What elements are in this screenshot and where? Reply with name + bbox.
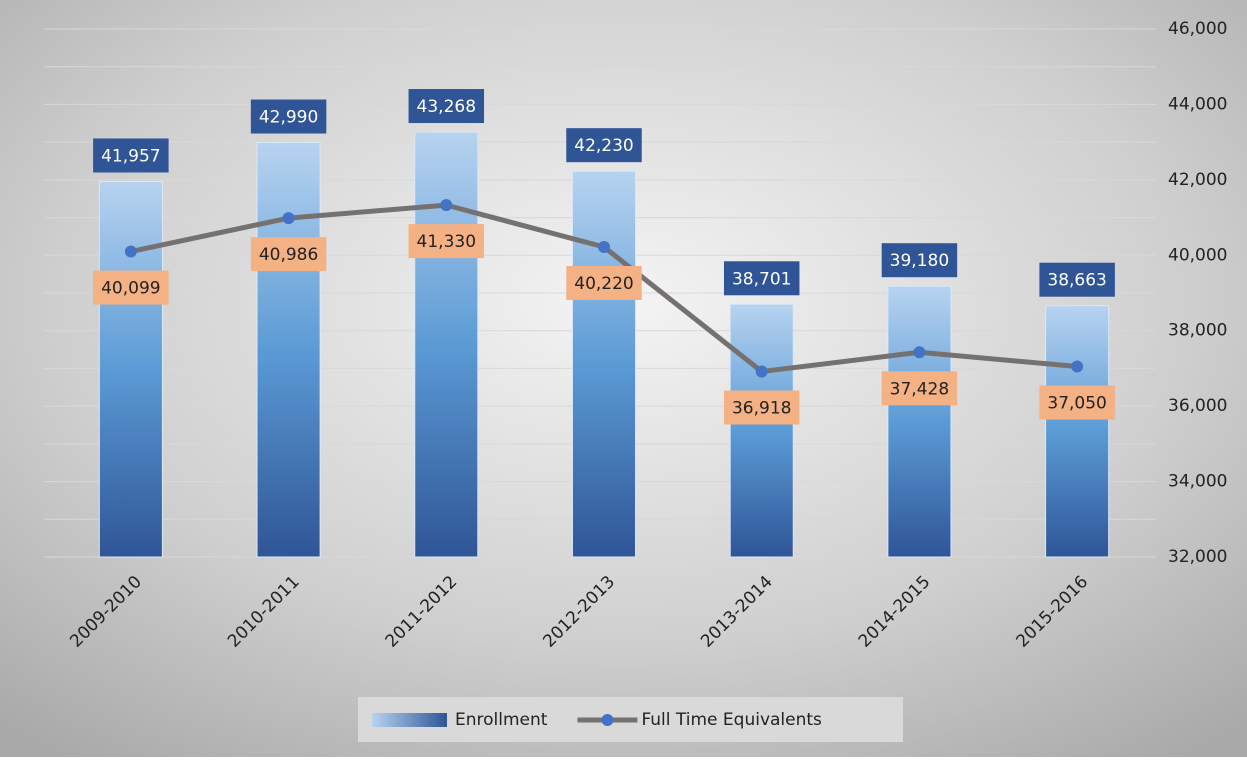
line-label-box <box>93 270 169 305</box>
legend: Enrollment Full Time Equivalents <box>358 697 903 742</box>
line-label-box <box>250 237 327 272</box>
line-label: 40,220 <box>566 265 642 300</box>
bar-label-text: 38,701 <box>732 269 791 289</box>
bar-label: 41,957 <box>93 138 169 173</box>
bar <box>414 131 479 558</box>
bar-label-box <box>93 138 169 173</box>
line-label: 36,918 <box>723 390 800 425</box>
bar-label-box <box>723 261 800 296</box>
marker <box>1071 360 1084 373</box>
y-tick-label: 46,000 <box>1168 19 1227 39</box>
line-label: 40,986 <box>250 237 327 272</box>
line-label-text: 37,050 <box>1047 394 1106 414</box>
y-tick-label: 38,000 <box>1168 321 1227 341</box>
line-label-text: 41,330 <box>417 232 476 252</box>
bar-label-text: 39,180 <box>890 251 949 271</box>
bar-label-box <box>250 99 327 134</box>
line-label-box <box>881 371 958 406</box>
bar <box>729 303 794 558</box>
marker <box>440 199 453 212</box>
line-label-text: 36,918 <box>732 399 791 419</box>
marker <box>913 346 926 359</box>
bar-label: 39,180 <box>881 243 958 278</box>
marker <box>755 365 768 378</box>
bar-label-text: 43,268 <box>417 97 476 117</box>
line-label: 37,428 <box>881 371 958 406</box>
bar-label: 42,230 <box>566 128 642 163</box>
y-tick-label: 40,000 <box>1168 245 1227 265</box>
y-tick-label: 42,000 <box>1168 170 1227 190</box>
bar-label: 42,990 <box>250 99 327 134</box>
marker <box>598 240 610 253</box>
line-label: 41,330 <box>408 224 485 259</box>
bar <box>1045 305 1110 558</box>
legend-label: Full Time Equivalents <box>641 710 822 730</box>
y-tick-label: 32,000 <box>1168 547 1227 567</box>
line-label-box <box>723 390 800 425</box>
bar <box>98 180 163 558</box>
line-label-box <box>408 224 485 259</box>
line-label-text: 40,986 <box>259 245 318 265</box>
line-label-text: 40,220 <box>574 274 633 294</box>
line-label: 40,099 <box>93 270 169 305</box>
bar-label-box <box>408 89 485 124</box>
bar-label-box <box>1039 262 1115 297</box>
line-label-text: 40,099 <box>101 279 160 299</box>
line-label-box <box>566 265 642 300</box>
marker <box>282 212 295 225</box>
bar-label-text: 42,230 <box>574 136 633 156</box>
y-tick-label: 34,000 <box>1168 472 1227 492</box>
legend-label: Enrollment <box>455 710 548 730</box>
line-label-box <box>1039 385 1115 420</box>
bar-label-box <box>881 243 958 278</box>
line-label-text: 37,428 <box>890 379 949 399</box>
bar-label-text: 38,663 <box>1047 271 1106 291</box>
legend-marker <box>601 714 614 726</box>
y-tick-label: 44,000 <box>1168 94 1227 114</box>
bar <box>256 142 321 558</box>
marker <box>124 245 137 258</box>
bar-label-box <box>566 128 642 163</box>
bar-label: 43,268 <box>408 89 485 124</box>
bar <box>571 170 637 558</box>
bar-label: 38,701 <box>723 261 800 296</box>
legend-swatch <box>372 713 447 727</box>
bar-label-text: 41,957 <box>101 146 160 166</box>
bar-label: 38,663 <box>1039 262 1115 297</box>
line-label: 37,050 <box>1039 385 1115 420</box>
y-tick-label: 36,000 <box>1168 396 1227 416</box>
bar-label-text: 42,990 <box>259 108 318 128</box>
bar <box>887 285 952 558</box>
